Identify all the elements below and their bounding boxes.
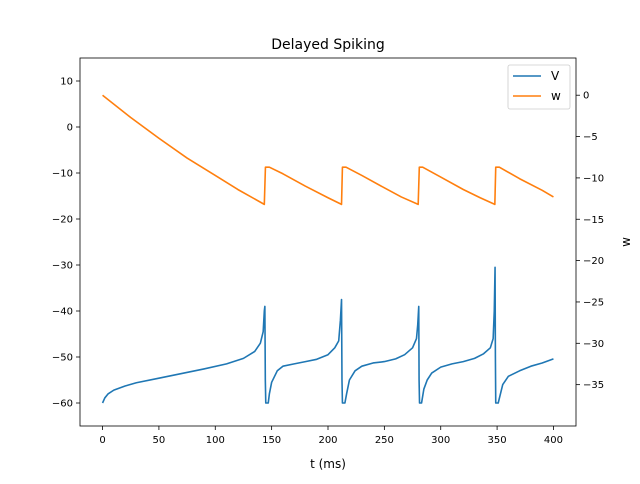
series-line-w xyxy=(102,94,554,206)
chart-title: Delayed Spiking xyxy=(271,37,385,53)
y-right-tick-label: −25 xyxy=(583,297,604,308)
y-right-tick-label: −35 xyxy=(583,380,604,391)
x-tick-label: 100 xyxy=(206,435,225,446)
y-left-tick-label: −50 xyxy=(52,353,73,364)
y-left-tick-label: −40 xyxy=(52,307,73,318)
x-axis-label: t (ms) xyxy=(310,457,346,471)
x-tick-label: 350 xyxy=(488,435,507,446)
plot-frame xyxy=(79,57,577,427)
x-tick-label: 0 xyxy=(99,435,105,446)
x-tick-label: 50 xyxy=(153,435,166,446)
y-left-tick-label: −20 xyxy=(52,215,73,226)
y-axis-left: 10 0 −10 −20 −30 −40 −50 −60 xyxy=(52,77,80,410)
y-axis-right: 0 −5 −10 −15 −20 −25 −30 −35 xyxy=(576,91,604,391)
x-tick-label: 400 xyxy=(544,435,563,446)
y-right-tick-label: −30 xyxy=(583,339,604,350)
legend-label-w: w xyxy=(551,89,561,103)
y-left-tick-label: −30 xyxy=(52,261,73,272)
y-right-tick-label: 0 xyxy=(583,91,589,102)
series-line-V xyxy=(101,266,554,404)
y-left-tick-label: 10 xyxy=(60,77,73,88)
x-tick-label: 250 xyxy=(375,435,394,446)
y-right-tick-label: −10 xyxy=(583,173,604,184)
y-right-tick-label: −20 xyxy=(583,256,604,267)
y-left-tick-label: 0 xyxy=(67,123,73,134)
plot-area xyxy=(101,94,554,404)
y-left-tick-label: −60 xyxy=(52,399,73,410)
y-right-tick-label: −15 xyxy=(583,215,604,226)
legend: Vw xyxy=(507,64,571,110)
x-tick-label: 200 xyxy=(318,435,337,446)
x-tick-label: 150 xyxy=(262,435,281,446)
x-axis: 0 50 100 150 200 250 300 350 400 xyxy=(99,426,563,446)
x-tick-label: 300 xyxy=(431,435,450,446)
y-axis-right-label: w xyxy=(619,237,633,247)
y-right-tick-label: −5 xyxy=(583,132,598,143)
y-left-tick-label: −10 xyxy=(52,169,73,180)
legend-label-V: V xyxy=(551,69,560,83)
